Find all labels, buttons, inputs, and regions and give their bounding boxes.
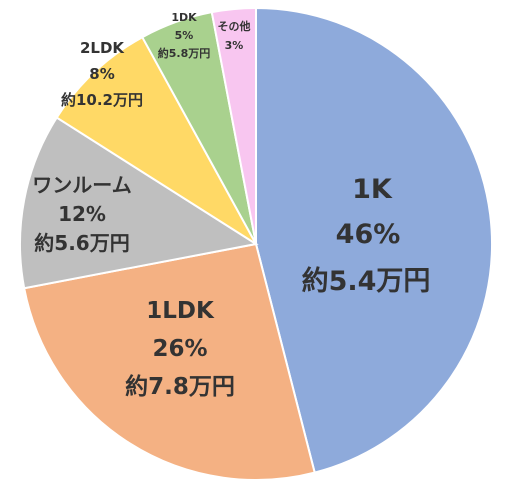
pie-slice-other: [210, 6, 257, 245]
slice-label-one-room-amount: 約5.6万円: [34, 231, 129, 255]
slice-label-other: その他 3%: [218, 19, 251, 52]
slice-label-2ldk-amount: 約10.2万円: [61, 91, 143, 109]
pie-slice-2ldk: [55, 35, 257, 245]
pie-slice-1ldk: [23, 242, 316, 481]
slice-label-2ldk-percent: 8%: [89, 65, 114, 83]
slice-label-1ldk: 1LDK 26% 約7.8万円: [125, 298, 235, 400]
slice-label-1k-percent: 46%: [336, 219, 401, 250]
pie-slice-one-room: [19, 116, 259, 290]
slice-label-2ldk: 2LDK 8% 約10.2万円: [61, 39, 143, 109]
slice-label-other-percent: 3%: [225, 39, 244, 52]
slice-label-1k-category: 1K: [352, 174, 393, 205]
slice-label-1dk-amount: 約5.8万円: [158, 46, 211, 60]
slice-label-1dk-percent: 5%: [175, 29, 194, 42]
slice-label-1dk-category: 1DK: [171, 11, 197, 24]
pie-slices: [19, 6, 493, 481]
pie-slice-1k: [255, 6, 493, 474]
slice-label-1dk: 1DK 5% 約5.8万円: [158, 11, 211, 60]
slice-label-1ldk-category: 1LDK: [146, 298, 215, 324]
slice-label-2ldk-category: 2LDK: [80, 39, 125, 57]
pie-labels: 1K 46% 約5.4万円 1LDK 26% 約7.8万円 ワンルーム 12% …: [32, 11, 430, 400]
slice-label-one-room: ワンルーム 12% 約5.6万円: [32, 173, 131, 255]
slice-label-one-room-category: ワンルーム: [32, 173, 131, 197]
slice-label-1ldk-percent: 26%: [152, 336, 207, 362]
slice-label-1ldk-amount: 約7.8万円: [125, 373, 235, 400]
slice-label-other-category: その他: [218, 19, 251, 33]
slice-label-1k: 1K 46% 約5.4万円: [302, 174, 431, 297]
slice-label-1k-amount: 約5.4万円: [302, 265, 431, 297]
slice-label-one-room-percent: 12%: [58, 202, 106, 226]
